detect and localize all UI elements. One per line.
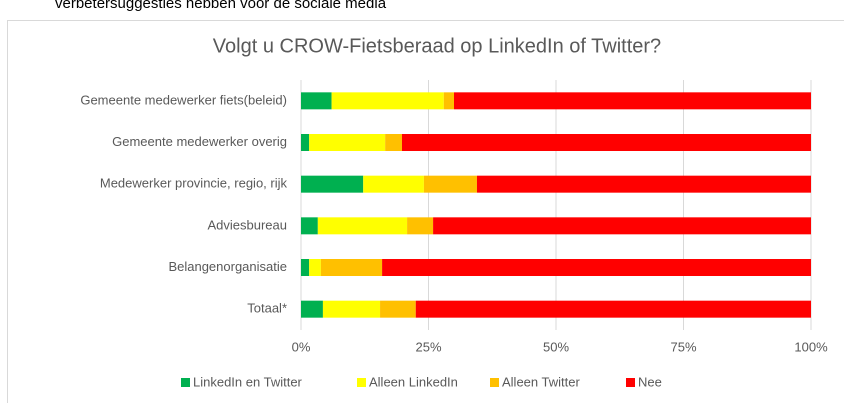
- bar-segment: [301, 217, 318, 235]
- bar-segment: [415, 300, 811, 318]
- chart-frame: [7, 20, 844, 403]
- bar-segment: [401, 134, 811, 151]
- header-text: verbetersuggesties hebben voor de social…: [55, 0, 387, 12]
- legend-swatch: [626, 378, 635, 387]
- y-tick-label: Totaal*: [247, 301, 287, 316]
- legend-label: Alleen Twitter: [502, 374, 580, 389]
- y-tick-label: Adviesbureau: [208, 217, 288, 232]
- bar-segment: [301, 92, 332, 110]
- y-tick-label: Gemeente medewerker fiets(beleid): [80, 92, 287, 107]
- y-tick-label: Medewerker provincie, regio, rijk: [100, 176, 288, 191]
- bar-segment: [309, 259, 321, 276]
- bar-segment: [407, 217, 434, 235]
- bar-segment: [476, 175, 811, 193]
- bar-segment: [380, 300, 416, 318]
- legend-swatch: [357, 378, 366, 387]
- bar-segment: [423, 175, 477, 193]
- chart-title: Volgt u CROW-Fietsberaad op LinkedIn of …: [213, 35, 661, 57]
- legend-label: Alleen LinkedIn: [369, 374, 458, 389]
- bar-segment: [385, 134, 402, 151]
- legend-label: Nee: [638, 374, 662, 389]
- legend-label: LinkedIn en Twitter: [193, 374, 303, 389]
- bar-segment: [363, 175, 424, 193]
- bar-segment: [433, 217, 811, 235]
- bar-segment: [331, 92, 444, 110]
- bar-segment: [301, 175, 364, 193]
- bar-segment: [322, 300, 381, 318]
- bar-segment: [301, 259, 310, 276]
- bar-segment: [320, 259, 383, 276]
- y-tick-label: Belangenorganisatie: [168, 259, 287, 274]
- x-tick-label: 25%: [415, 339, 441, 354]
- x-tick-label: 75%: [670, 339, 696, 354]
- x-tick-label: 0%: [292, 339, 311, 354]
- x-tick-label: 50%: [543, 339, 569, 354]
- bar-segment: [443, 92, 454, 110]
- y-tick-label: Gemeente medewerker overig: [112, 134, 287, 149]
- bar-segment: [454, 92, 811, 110]
- bar-segment: [382, 259, 811, 276]
- legend-swatch: [181, 378, 190, 387]
- bar-segment: [309, 134, 386, 151]
- x-tick-label: 100%: [794, 339, 828, 354]
- bar-segment: [317, 217, 408, 235]
- legend-swatch: [490, 378, 499, 387]
- bar-segment: [301, 300, 323, 318]
- bar-segment: [301, 134, 310, 151]
